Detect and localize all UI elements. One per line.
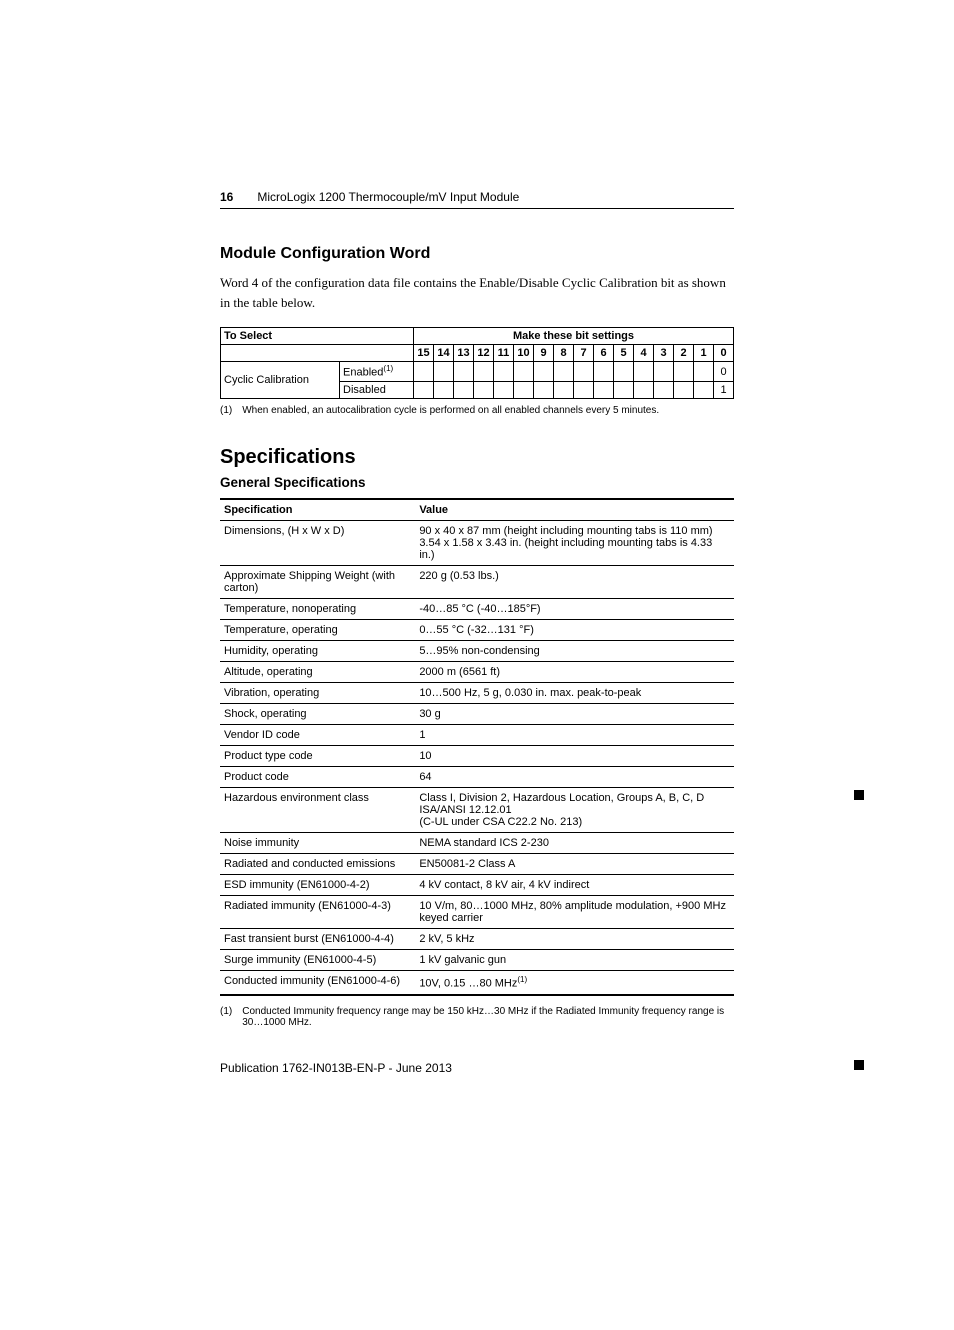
spec-value: 10 bbox=[415, 745, 734, 766]
spec-label: Shock, operating bbox=[220, 703, 415, 724]
header-title: MicroLogix 1200 Thermocouple/mV Input Mo… bbox=[257, 190, 519, 204]
spec-label: Approximate Shipping Weight (with carton… bbox=[220, 565, 415, 598]
section-heading: Module Configuration Word bbox=[220, 245, 734, 263]
spec-value: 220 g (0.53 lbs.) bbox=[415, 565, 734, 598]
footnote-text: When enabled, an autocalibration cycle i… bbox=[242, 405, 734, 416]
spec-value: 10V, 0.15 …80 MHz(1) bbox=[415, 970, 734, 994]
spec-row: Altitude, operating2000 m (6561 ft) bbox=[220, 661, 734, 682]
spec-row: Humidity, operating5…95% non-condensing bbox=[220, 640, 734, 661]
bit-row-group-label: Cyclic Calibration bbox=[221, 362, 340, 399]
spec-value: -40…85 °C (-40…185°F) bbox=[415, 598, 734, 619]
spec-row: Conducted immunity (EN61000-4-6)10V, 0.1… bbox=[220, 970, 734, 994]
footnote-key: (1) bbox=[220, 1006, 232, 1028]
bit-row-label: Enabled(1) bbox=[340, 362, 414, 382]
crop-mark bbox=[854, 1060, 864, 1070]
bit-row-label: Disabled bbox=[340, 381, 414, 398]
spec-label: Radiated immunity (EN61000-4-3) bbox=[220, 895, 415, 928]
spec-value: 5…95% non-condensing bbox=[415, 640, 734, 661]
page: 16 MicroLogix 1200 Thermocouple/mV Input… bbox=[0, 0, 954, 1235]
spec-row: Approximate Shipping Weight (with carton… bbox=[220, 565, 734, 598]
spec-label: ESD immunity (EN61000-4-2) bbox=[220, 874, 415, 895]
spec-value: 1 bbox=[415, 724, 734, 745]
spec-label: Fast transient burst (EN61000-4-4) bbox=[220, 928, 415, 949]
spec-row: ESD immunity (EN61000-4-2)4 kV contact, … bbox=[220, 874, 734, 895]
spec-row: Vibration, operating10…500 Hz, 5 g, 0.03… bbox=[220, 682, 734, 703]
spec-row: Radiated and conducted emissionsEN50081-… bbox=[220, 853, 734, 874]
bit-table-right-header: Make these bit settings bbox=[414, 328, 734, 345]
spec-value: 2 kV, 5 kHz bbox=[415, 928, 734, 949]
spec-value: NEMA standard ICS 2-230 bbox=[415, 832, 734, 853]
running-header: 16 MicroLogix 1200 Thermocouple/mV Input… bbox=[220, 190, 734, 209]
spec-value: 10…500 Hz, 5 g, 0.030 in. max. peak-to-p… bbox=[415, 682, 734, 703]
spec-value: 2000 m (6561 ft) bbox=[415, 661, 734, 682]
crop-marks bbox=[854, 790, 864, 1330]
spec-table: Specification Value Dimensions, (H x W x… bbox=[220, 498, 734, 996]
spec-label: Conducted immunity (EN61000-4-6) bbox=[220, 970, 415, 994]
spec-row: Temperature, nonoperating-40…85 °C (-40…… bbox=[220, 598, 734, 619]
spec-value: 4 kV contact, 8 kV air, 4 kV indirect bbox=[415, 874, 734, 895]
spec-value: 10 V/m, 80…1000 MHz, 80% amplitude modul… bbox=[415, 895, 734, 928]
spec-label: Vibration, operating bbox=[220, 682, 415, 703]
spec-row: Noise immunityNEMA standard ICS 2-230 bbox=[220, 832, 734, 853]
bit-value: 1 bbox=[714, 381, 734, 398]
spec-label: Hazardous environment class bbox=[220, 787, 415, 832]
spec-value: 64 bbox=[415, 766, 734, 787]
spec-label: Noise immunity bbox=[220, 832, 415, 853]
spec-row: Fast transient burst (EN61000-4-4)2 kV, … bbox=[220, 928, 734, 949]
spec-row: Product type code10 bbox=[220, 745, 734, 766]
spec-label: Product code bbox=[220, 766, 415, 787]
footnote-text: Conducted Immunity frequency range may b… bbox=[242, 1006, 734, 1028]
section-paragraph: Word 4 of the configuration data file co… bbox=[220, 273, 734, 313]
page-number: 16 bbox=[220, 190, 233, 204]
publication-footer: Publication 1762-IN013B-EN-P - June 2013 bbox=[220, 1061, 452, 1075]
spec-label: Dimensions, (H x W x D) bbox=[220, 520, 415, 565]
bit-value: 0 bbox=[714, 362, 734, 382]
spec-table-footnote: (1) Conducted Immunity frequency range m… bbox=[220, 1006, 734, 1028]
footnote-ref: (1) bbox=[517, 975, 527, 984]
spec-row: Vendor ID code1 bbox=[220, 724, 734, 745]
spec-value: 90 x 40 x 87 mm (height including mounti… bbox=[415, 520, 734, 565]
spec-label: Radiated and conducted emissions bbox=[220, 853, 415, 874]
spec-row: Radiated immunity (EN61000-4-3)10 V/m, 8… bbox=[220, 895, 734, 928]
spec-row: Shock, operating30 g bbox=[220, 703, 734, 724]
spec-row: Surge immunity (EN61000-4-5)1 kV galvani… bbox=[220, 949, 734, 970]
spec-col-header: Value bbox=[415, 499, 734, 521]
spec-value: 0…55 °C (-32…131 °F) bbox=[415, 619, 734, 640]
spec-label: Temperature, operating bbox=[220, 619, 415, 640]
spec-col-header: Specification bbox=[220, 499, 415, 521]
bit-table-row-enabled: Cyclic Calibration Enabled(1) 0 bbox=[221, 362, 734, 382]
bit-number-row: 15 14 13 12 11 10 9 8 7 6 5 4 3 2 1 0 bbox=[221, 345, 734, 362]
general-specs-heading: General Specifications bbox=[220, 475, 734, 490]
spec-row: Dimensions, (H x W x D)90 x 40 x 87 mm (… bbox=[220, 520, 734, 565]
spec-value: Class I, Division 2, Hazardous Location,… bbox=[415, 787, 734, 832]
spec-label: Altitude, operating bbox=[220, 661, 415, 682]
spec-label: Product type code bbox=[220, 745, 415, 766]
spec-value: EN50081-2 Class A bbox=[415, 853, 734, 874]
spec-label: Surge immunity (EN61000-4-5) bbox=[220, 949, 415, 970]
spec-row: Product code64 bbox=[220, 766, 734, 787]
spec-label: Temperature, nonoperating bbox=[220, 598, 415, 619]
spec-label: Humidity, operating bbox=[220, 640, 415, 661]
specifications-heading: Specifications bbox=[220, 446, 734, 469]
bit-table-footnote: (1) When enabled, an autocalibration cyc… bbox=[220, 405, 734, 416]
footnote-key: (1) bbox=[220, 405, 232, 416]
spec-label: Vendor ID code bbox=[220, 724, 415, 745]
spec-row: Hazardous environment classClass I, Divi… bbox=[220, 787, 734, 832]
spec-row: Temperature, operating0…55 °C (-32…131 °… bbox=[220, 619, 734, 640]
spec-value: 30 g bbox=[415, 703, 734, 724]
bit-settings-table: To Select Make these bit settings 15 14 … bbox=[220, 327, 734, 399]
spec-value: 1 kV galvanic gun bbox=[415, 949, 734, 970]
bit-table-left-header: To Select bbox=[221, 328, 414, 345]
crop-mark bbox=[854, 790, 864, 800]
